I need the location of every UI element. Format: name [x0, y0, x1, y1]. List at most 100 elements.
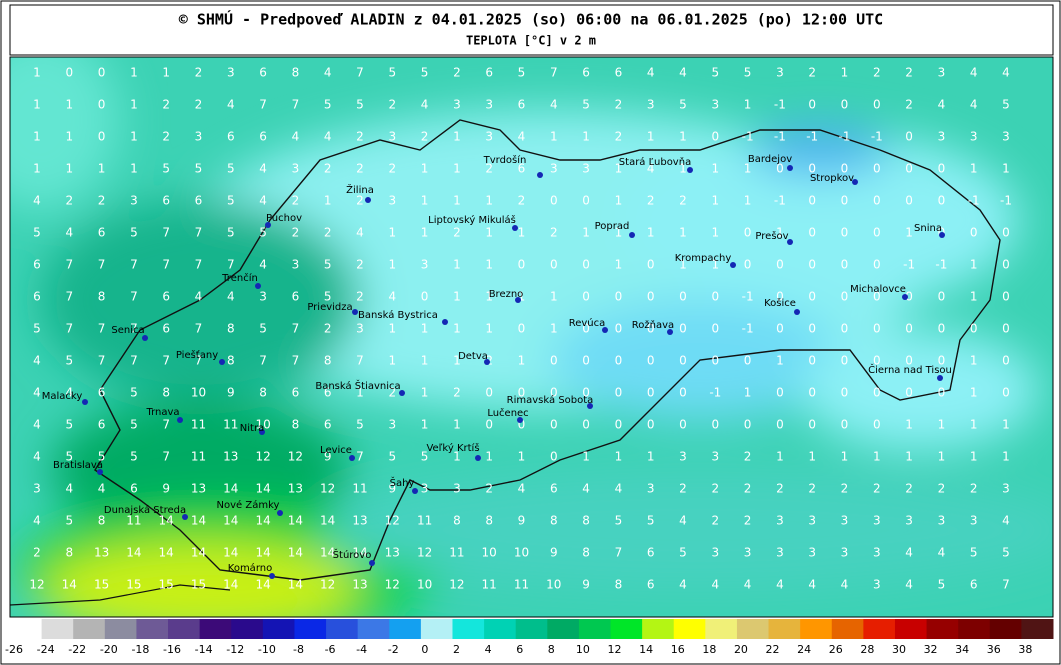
grid-value: 15	[126, 578, 141, 592]
grid-value: 11	[417, 514, 432, 528]
legend-swatch	[136, 619, 169, 639]
grid-value: 4	[679, 578, 687, 592]
grid-value: 7	[98, 354, 106, 368]
grid-value: 7	[162, 450, 170, 464]
grid-value: 0	[679, 290, 687, 304]
grid-value: 3	[776, 546, 784, 560]
grid-value: 2	[485, 162, 493, 176]
grid-value: 14	[62, 578, 77, 592]
grid-value: 3	[873, 546, 881, 560]
city-label: Poprad	[595, 221, 630, 232]
grid-value: 5	[227, 162, 235, 176]
grid-value: 14	[320, 546, 335, 560]
grid-value: 2	[388, 162, 396, 176]
grid-value: 0	[841, 322, 849, 336]
grid-value: 1	[615, 194, 623, 208]
city-dot	[442, 319, 448, 325]
grid-value: 1	[550, 130, 558, 144]
grid-value: 7	[356, 66, 364, 80]
legend-swatch	[768, 619, 801, 639]
grid-value: 1	[421, 418, 429, 432]
grid-value: 1	[744, 386, 752, 400]
grid-value: 9	[227, 386, 235, 400]
grid-value: 3	[453, 482, 461, 496]
grid-value: 2	[324, 322, 332, 336]
city-label: Púchov	[266, 212, 302, 224]
city-label: Žilina	[346, 183, 374, 196]
grid-value: 0	[905, 290, 913, 304]
grid-value: 5	[227, 226, 235, 240]
grid-value: 13	[352, 578, 367, 592]
grid-value: 0	[808, 162, 816, 176]
grid-value: 4	[938, 98, 946, 112]
city-label: Dunajská Streda	[104, 504, 186, 516]
grid-value: 7	[292, 354, 300, 368]
grid-value: 1	[421, 386, 429, 400]
grid-value: 7	[65, 258, 73, 272]
grid-value: 2	[98, 194, 106, 208]
legend-swatch	[800, 619, 833, 639]
grid-value: 0	[808, 386, 816, 400]
grid-value: 1	[905, 226, 913, 240]
grid-value: 3	[421, 258, 429, 272]
city-label: Nové Zámky	[217, 499, 280, 511]
city-dot	[484, 359, 490, 365]
legend-label: 30	[892, 643, 906, 656]
city-dot	[902, 294, 908, 300]
grid-value: 0	[970, 322, 978, 336]
city-dot	[177, 417, 183, 423]
legend-swatch	[547, 619, 580, 639]
grid-value: 6	[227, 130, 235, 144]
grid-value: 3	[550, 162, 558, 176]
legend-swatch	[705, 619, 738, 639]
grid-value: 4	[679, 66, 687, 80]
grid-value: 6	[259, 66, 267, 80]
legend-swatch	[41, 619, 74, 639]
legend-label: 6	[516, 643, 523, 656]
legend-swatch	[1021, 619, 1054, 639]
grid-value: 8	[485, 514, 493, 528]
grid-value: 0	[615, 418, 623, 432]
grid-value: 2	[905, 66, 913, 80]
grid-value: 1	[453, 194, 461, 208]
grid-value: 0	[550, 194, 558, 208]
grid-value: 14	[191, 546, 206, 560]
grid-value: 5	[356, 98, 364, 112]
grid-value: 3	[711, 450, 719, 464]
city-dot	[142, 335, 148, 341]
legend-label: -24	[37, 643, 55, 656]
grid-value: 0	[905, 130, 913, 144]
legend-swatch	[831, 619, 864, 639]
grid-value: 1	[453, 354, 461, 368]
grid-value: 0	[647, 418, 655, 432]
grid-value: 3	[388, 130, 396, 144]
grid-value: 2	[485, 482, 493, 496]
grid-value: 1	[130, 130, 138, 144]
grid-value: 1	[808, 450, 816, 464]
grid-value: 1	[970, 450, 978, 464]
grid-value: 2	[744, 482, 752, 496]
grid-value: 5	[1002, 98, 1010, 112]
legend-label: -8	[293, 643, 304, 656]
grid-value: 0	[582, 290, 590, 304]
grid-value: 1	[615, 226, 623, 240]
grid-value: 3	[938, 514, 946, 528]
grid-value: 11	[223, 418, 238, 432]
grid-value: 6	[324, 386, 332, 400]
grid-value: 4	[518, 130, 526, 144]
grid-value: 2	[808, 482, 816, 496]
grid-value: 4	[518, 482, 526, 496]
grid-value: 7	[550, 66, 558, 80]
grid-value: 5	[33, 322, 41, 336]
legend-swatch	[357, 619, 390, 639]
legend-label: 20	[734, 643, 748, 656]
grid-value: 2	[292, 226, 300, 240]
grid-value: 0	[615, 322, 623, 336]
grid-value: 4	[711, 578, 719, 592]
grid-value: 2	[938, 482, 946, 496]
grid-value: 1	[518, 226, 526, 240]
city-label: Prievidza	[307, 302, 352, 313]
grid-value: 3	[582, 162, 590, 176]
grid-value: 5	[679, 98, 687, 112]
grid-value: 0	[873, 98, 881, 112]
